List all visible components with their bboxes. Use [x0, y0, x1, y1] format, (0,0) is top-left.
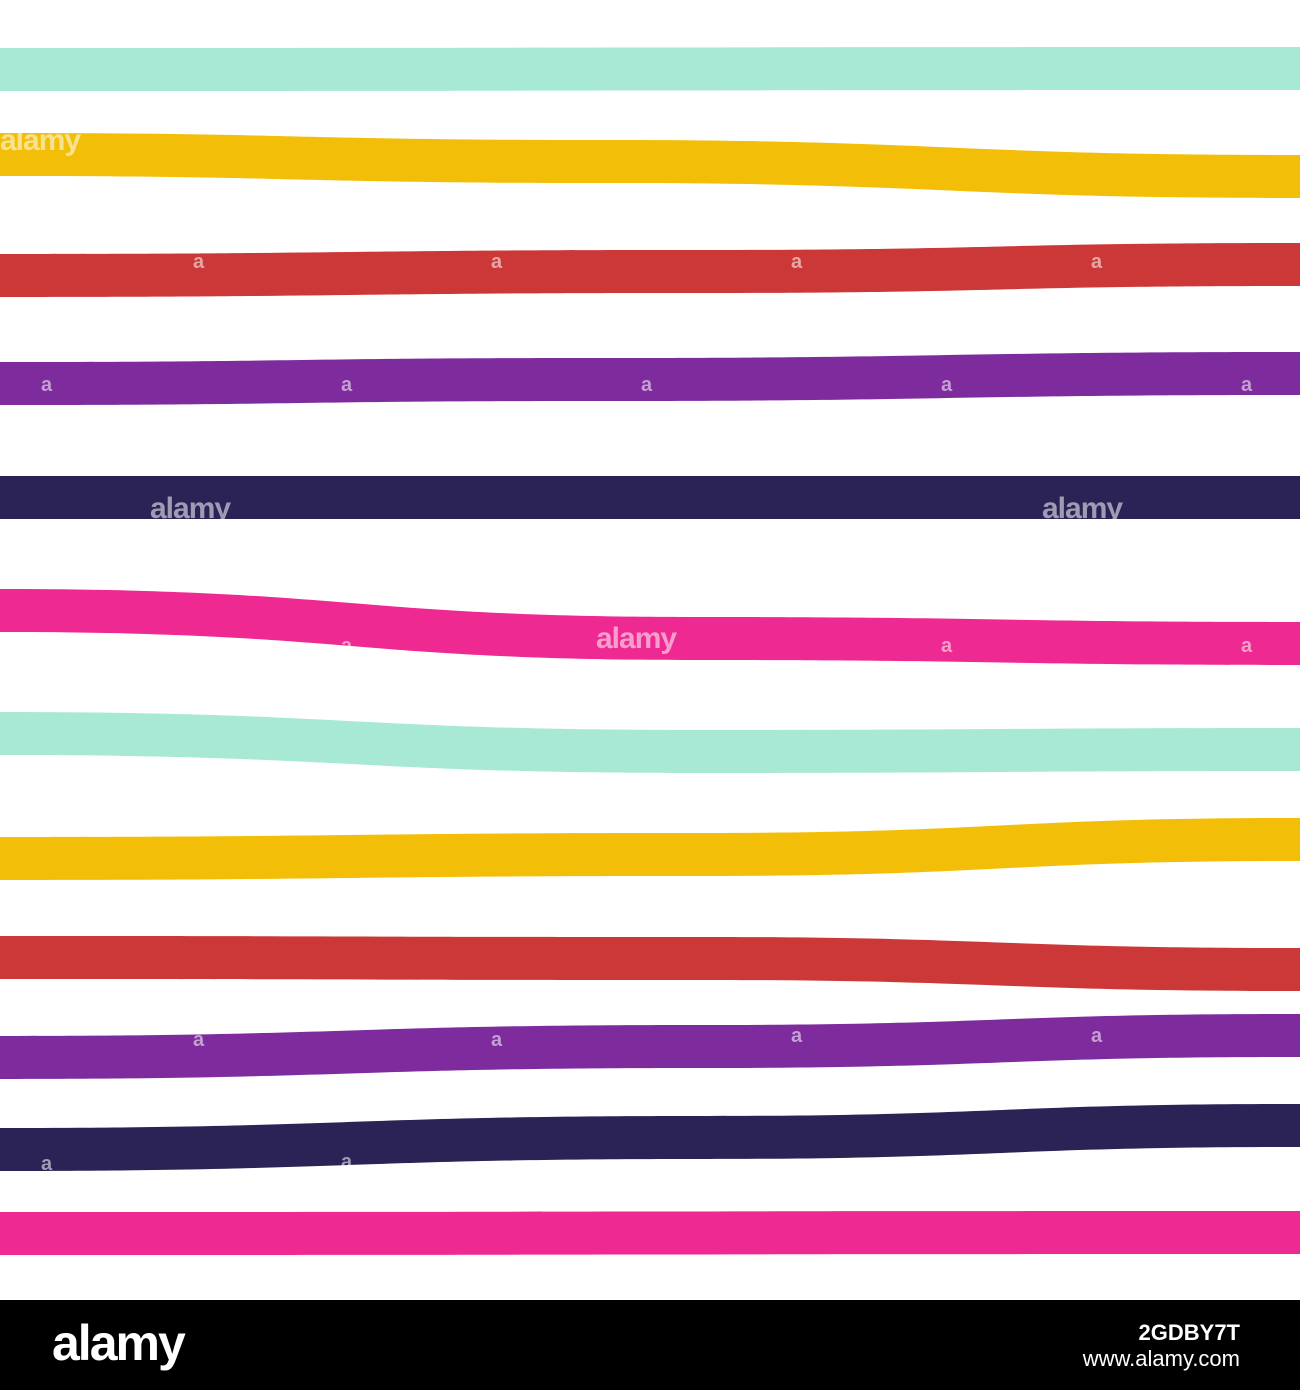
stripe-pink	[0, 1211, 1300, 1255]
image-code: 2GDBY7T	[1138, 1320, 1240, 1345]
stripe-yellow	[0, 818, 1300, 880]
alamy-logo: alamy	[52, 1315, 186, 1371]
striped-pattern-image: alamy alamy alamy alamy a a a a a a a a …	[0, 47, 1300, 1255]
stripe-navy	[0, 476, 1300, 519]
stripe-mint	[0, 712, 1300, 773]
site-url: www.alamy.com	[1082, 1346, 1240, 1372]
stripe-red	[0, 243, 1300, 297]
image-credit: 2GDBY7T www.alamy.com	[1083, 1320, 1240, 1373]
stripes-svg	[0, 47, 1300, 1255]
stripe-mint	[0, 47, 1300, 91]
stripe-purple	[0, 1014, 1300, 1079]
stripe-red	[0, 936, 1300, 991]
stripe-purple	[0, 352, 1300, 405]
stripe-pink	[0, 589, 1300, 665]
stripe-navy	[0, 1104, 1300, 1171]
footer-bar: alamy 2GDBY7T www.alamy.com	[0, 1300, 1300, 1390]
stripe-yellow	[0, 133, 1300, 198]
